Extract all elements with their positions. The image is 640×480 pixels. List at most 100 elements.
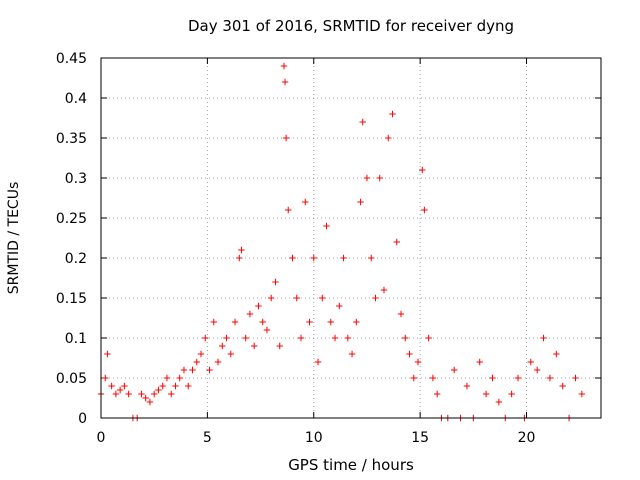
data-point [250,342,258,350]
y-tick-label: 0.4 [65,91,87,107]
y-tick-label: 0.25 [56,211,87,227]
data-point [414,358,422,366]
y-axis-label: SRMTID / TECUs [6,182,22,295]
data-point [180,366,188,374]
data-point [319,294,326,302]
data-point [150,390,158,398]
data-point [348,350,356,358]
data-point [553,350,560,358]
data-point [359,118,366,126]
data-point [259,318,266,326]
data-point [572,374,579,382]
data-point [327,318,334,326]
data-point [340,254,347,262]
data-point [108,382,115,390]
data-point [272,278,279,286]
x-tick-label: 10 [305,430,323,446]
data-point [495,398,503,406]
data-point [163,374,171,382]
data-point [227,350,234,358]
data-point [202,334,209,342]
y-tick-label: 0.05 [56,371,87,387]
data-point [168,390,175,398]
data-point [372,294,379,302]
y-tick-label: 0.45 [56,51,87,67]
data-point [155,386,162,394]
data-point [263,326,271,334]
x-tick-label: 20 [518,430,536,446]
data-point [236,254,243,262]
data-point [559,382,566,390]
data-point [104,350,111,358]
data-point [421,206,428,214]
y-tick-label: 0.1 [65,331,87,347]
grid [101,58,601,418]
data-point [238,246,245,254]
data-point [142,394,149,402]
data-point [197,350,205,358]
data-point [285,206,292,214]
data-point [380,286,388,294]
data-point [138,390,145,398]
data-point [410,374,417,382]
data-point [425,334,432,342]
data-point [397,310,405,318]
data-point [297,334,305,342]
data-point [214,358,222,366]
data-point [419,166,426,174]
data-point [281,78,289,86]
data-point [210,318,217,326]
data-point [376,174,383,182]
data-point [344,334,352,342]
data-point [276,342,283,350]
data-point [463,382,471,390]
data-point [189,366,196,374]
data-point [429,374,437,382]
data-point [357,198,364,206]
data-point [406,350,413,358]
data-point [219,342,226,350]
data-point [433,390,441,398]
data-point [331,334,339,342]
data-point [116,386,124,394]
data-point [368,254,375,262]
data-point [514,374,522,382]
data-point [323,222,330,230]
data-point [121,382,128,390]
data-point [385,134,392,142]
ticks: 0 0.05 0.1 0.15 0.2 0.25 0.3 0.35 0.4 0.45 0 5 10 15 2… [56,51,601,446]
y-tick-label: 0.35 [56,131,87,147]
data-point [527,358,534,366]
data-point [306,318,313,326]
data-point [176,374,183,382]
data-point [246,310,254,318]
y-tick-label: 0.15 [56,291,87,307]
data-point [476,358,483,366]
data-point [546,374,554,382]
data-point [282,134,290,142]
chart-title: Day 301 of 2016, SRMTID for receiver dyn… [188,17,514,35]
data-point [112,390,120,398]
data-point [578,390,586,398]
data-point [193,358,200,366]
data-point [268,294,275,302]
x-tick-label: 0 [97,430,106,446]
data-point [159,382,166,390]
data-point [314,358,322,366]
data-point [223,334,230,342]
x-tick-label: 5 [203,430,212,446]
x-tick-label: 15 [411,430,429,446]
data-point [482,390,490,398]
data-point [172,382,179,390]
data-point [310,254,317,262]
data-point [185,382,192,390]
data-point [242,334,249,342]
data-point [302,198,309,206]
data-point [393,238,400,246]
data-point [293,294,300,302]
y-tick-label: 0.3 [65,171,87,187]
x-axis-label: GPS time / hours [288,456,414,474]
data-point [102,374,109,382]
y-tick-label: 0 [78,411,87,427]
